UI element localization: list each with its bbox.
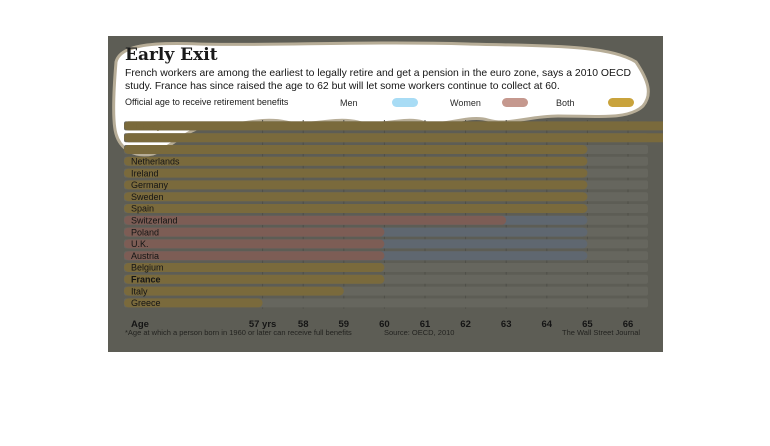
category-label: U.S.: [131, 133, 149, 143]
chart-title: Early Exit: [125, 45, 218, 65]
category-label: Austria: [131, 251, 159, 261]
x-tick-label: 64: [542, 319, 553, 330]
category-label: Denmark: [131, 145, 168, 155]
bar-both: [124, 133, 663, 143]
legend-both-label: Both: [556, 98, 575, 108]
legend-women-swatch: [502, 98, 528, 107]
bar-both: [124, 192, 588, 202]
x-tick-label: 65: [582, 319, 593, 330]
x-tick-label: 61: [420, 319, 431, 330]
category-label: U.K.: [131, 239, 149, 249]
bar-both: [124, 121, 663, 131]
bar-both: [124, 204, 588, 213]
legend-men-label: Men: [340, 98, 358, 108]
legend-title: Official age to receive retirement benef…: [125, 97, 289, 107]
chart-panel: Early Exit French workers are among the …: [108, 36, 663, 352]
x-tick-label: 62: [460, 319, 471, 330]
category-label: Poland: [131, 227, 159, 237]
bar-women: [124, 251, 385, 261]
category-label: Switzerland: [131, 216, 178, 226]
bar-both: [124, 145, 588, 154]
bar-women: [124, 239, 385, 249]
x-axis-title: Age: [131, 319, 149, 330]
x-tick-label: 58: [298, 319, 309, 330]
bar-both: [124, 298, 263, 308]
bar-both: [124, 156, 588, 166]
category-label: Spain: [131, 204, 154, 214]
chart-subtitle: French workers are among the earliest to…: [125, 68, 631, 92]
legend-men-swatch: [392, 98, 418, 107]
category-label: Germany: [131, 180, 169, 190]
x-tick-label: 59: [339, 319, 350, 330]
source-note: Source: OECD, 2010: [384, 328, 455, 337]
bar-women: [124, 215, 507, 225]
bar-both: [124, 274, 385, 284]
category-label: Norway: [131, 121, 162, 131]
bar-both: [124, 180, 588, 190]
bar-both: [124, 263, 385, 272]
x-tick-label: 57 yrs: [249, 319, 276, 330]
legend-women-label: Women: [450, 98, 481, 108]
category-label: Sweden: [131, 192, 164, 202]
category-label: Netherlands: [131, 157, 180, 167]
legend-both-swatch: [608, 98, 634, 107]
category-label: Italy: [131, 286, 148, 296]
bar-women: [124, 227, 385, 237]
bar-both: [124, 168, 588, 178]
x-tick-label: 66: [623, 319, 634, 330]
category-label: Greece: [131, 298, 161, 308]
bar-both: [124, 286, 344, 296]
category-label: Ireland: [131, 168, 159, 178]
category-label: Belgium: [131, 263, 164, 273]
footnote: *Age at which a person born in 1960 or l…: [125, 328, 352, 337]
credit-note: The Wall Street Journal: [562, 328, 641, 337]
category-label: France: [131, 275, 161, 285]
x-tick-label: 60: [379, 319, 390, 330]
x-tick-label: 63: [501, 319, 512, 330]
